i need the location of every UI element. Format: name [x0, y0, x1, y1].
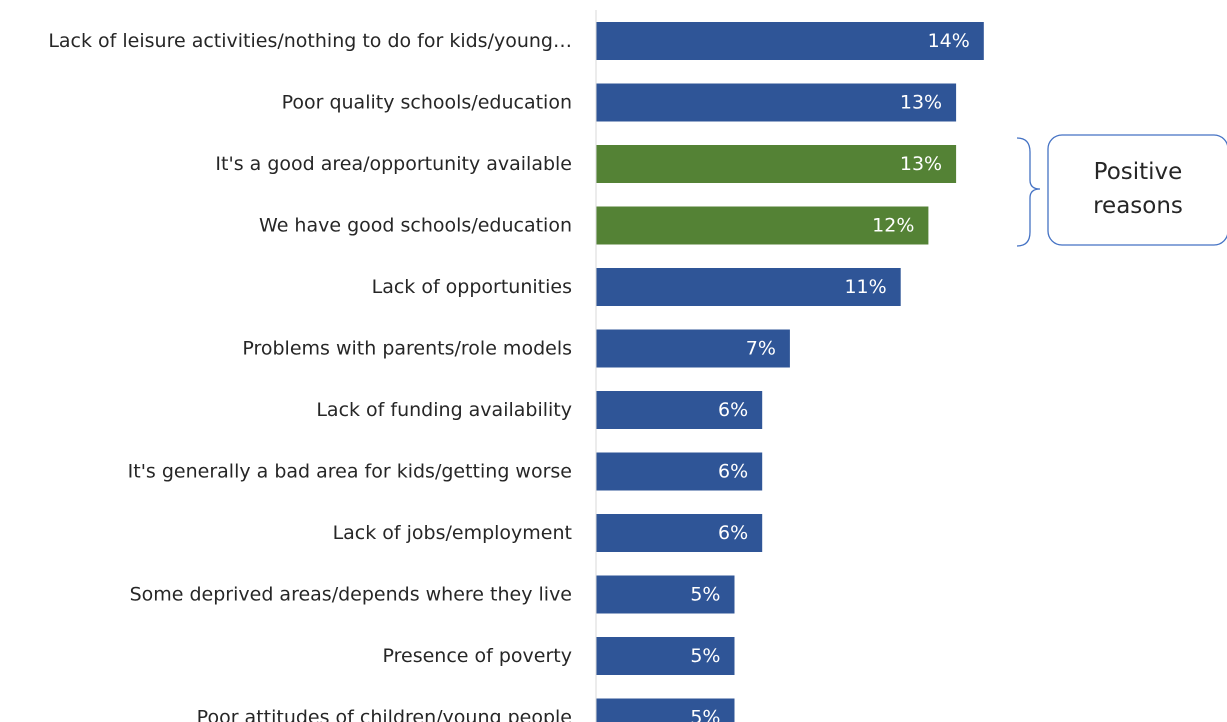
data-label-7: 6% — [718, 461, 748, 483]
bar-0 — [596, 22, 984, 60]
data-label-2: 13% — [900, 153, 942, 175]
bar-4 — [596, 268, 901, 306]
bar-9 — [596, 575, 735, 614]
data-label-5: 7% — [746, 338, 776, 360]
callout-text-line2: reasons — [1093, 193, 1183, 219]
category-label-7: It's generally a bad area for kids/getti… — [128, 461, 572, 483]
data-label-9: 5% — [690, 584, 720, 606]
callout-box — [1047, 134, 1227, 246]
category-label-1: Poor quality schools/education — [282, 92, 572, 114]
data-label-8: 6% — [718, 522, 748, 544]
bar-10 — [596, 637, 735, 675]
data-label-1: 13% — [900, 92, 942, 114]
bars-group: Lack of leisure activities/nothing to do… — [48, 22, 984, 722]
category-label-3: We have good schools/education — [259, 215, 572, 237]
data-label-3: 12% — [872, 215, 914, 237]
bar-2 — [596, 145, 957, 183]
bar-6 — [596, 391, 763, 429]
category-label-8: Lack of jobs/employment — [333, 522, 572, 544]
category-label-0: Lack of leisure activities/nothing to do… — [48, 30, 572, 52]
bar-8 — [596, 514, 763, 552]
data-label-10: 5% — [690, 645, 720, 667]
bar-5 — [596, 329, 790, 368]
category-label-6: Lack of funding availability — [316, 399, 572, 421]
data-label-6: 6% — [718, 399, 748, 421]
callout-text-line1: Positive — [1094, 159, 1183, 185]
category-label-5: Problems with parents/role models — [242, 338, 572, 360]
bar-3 — [596, 206, 929, 245]
category-label-4: Lack of opportunities — [372, 276, 572, 298]
category-label-9: Some deprived areas/depends where they l… — [130, 584, 572, 606]
data-label-4: 11% — [844, 276, 886, 298]
category-label-11: Poor attitudes of children/young people — [197, 707, 572, 722]
data-label-11: 5% — [690, 707, 720, 722]
positive-reasons-callout: Positive reasons — [1016, 134, 1227, 247]
bar-7 — [596, 452, 763, 491]
callout-brace — [1016, 137, 1041, 247]
category-label-2: It's a good area/opportunity available — [215, 153, 572, 175]
data-label-0: 14% — [928, 30, 970, 52]
bar-1 — [596, 83, 957, 122]
category-label-10: Presence of poverty — [383, 645, 573, 667]
bar-11 — [596, 698, 735, 722]
